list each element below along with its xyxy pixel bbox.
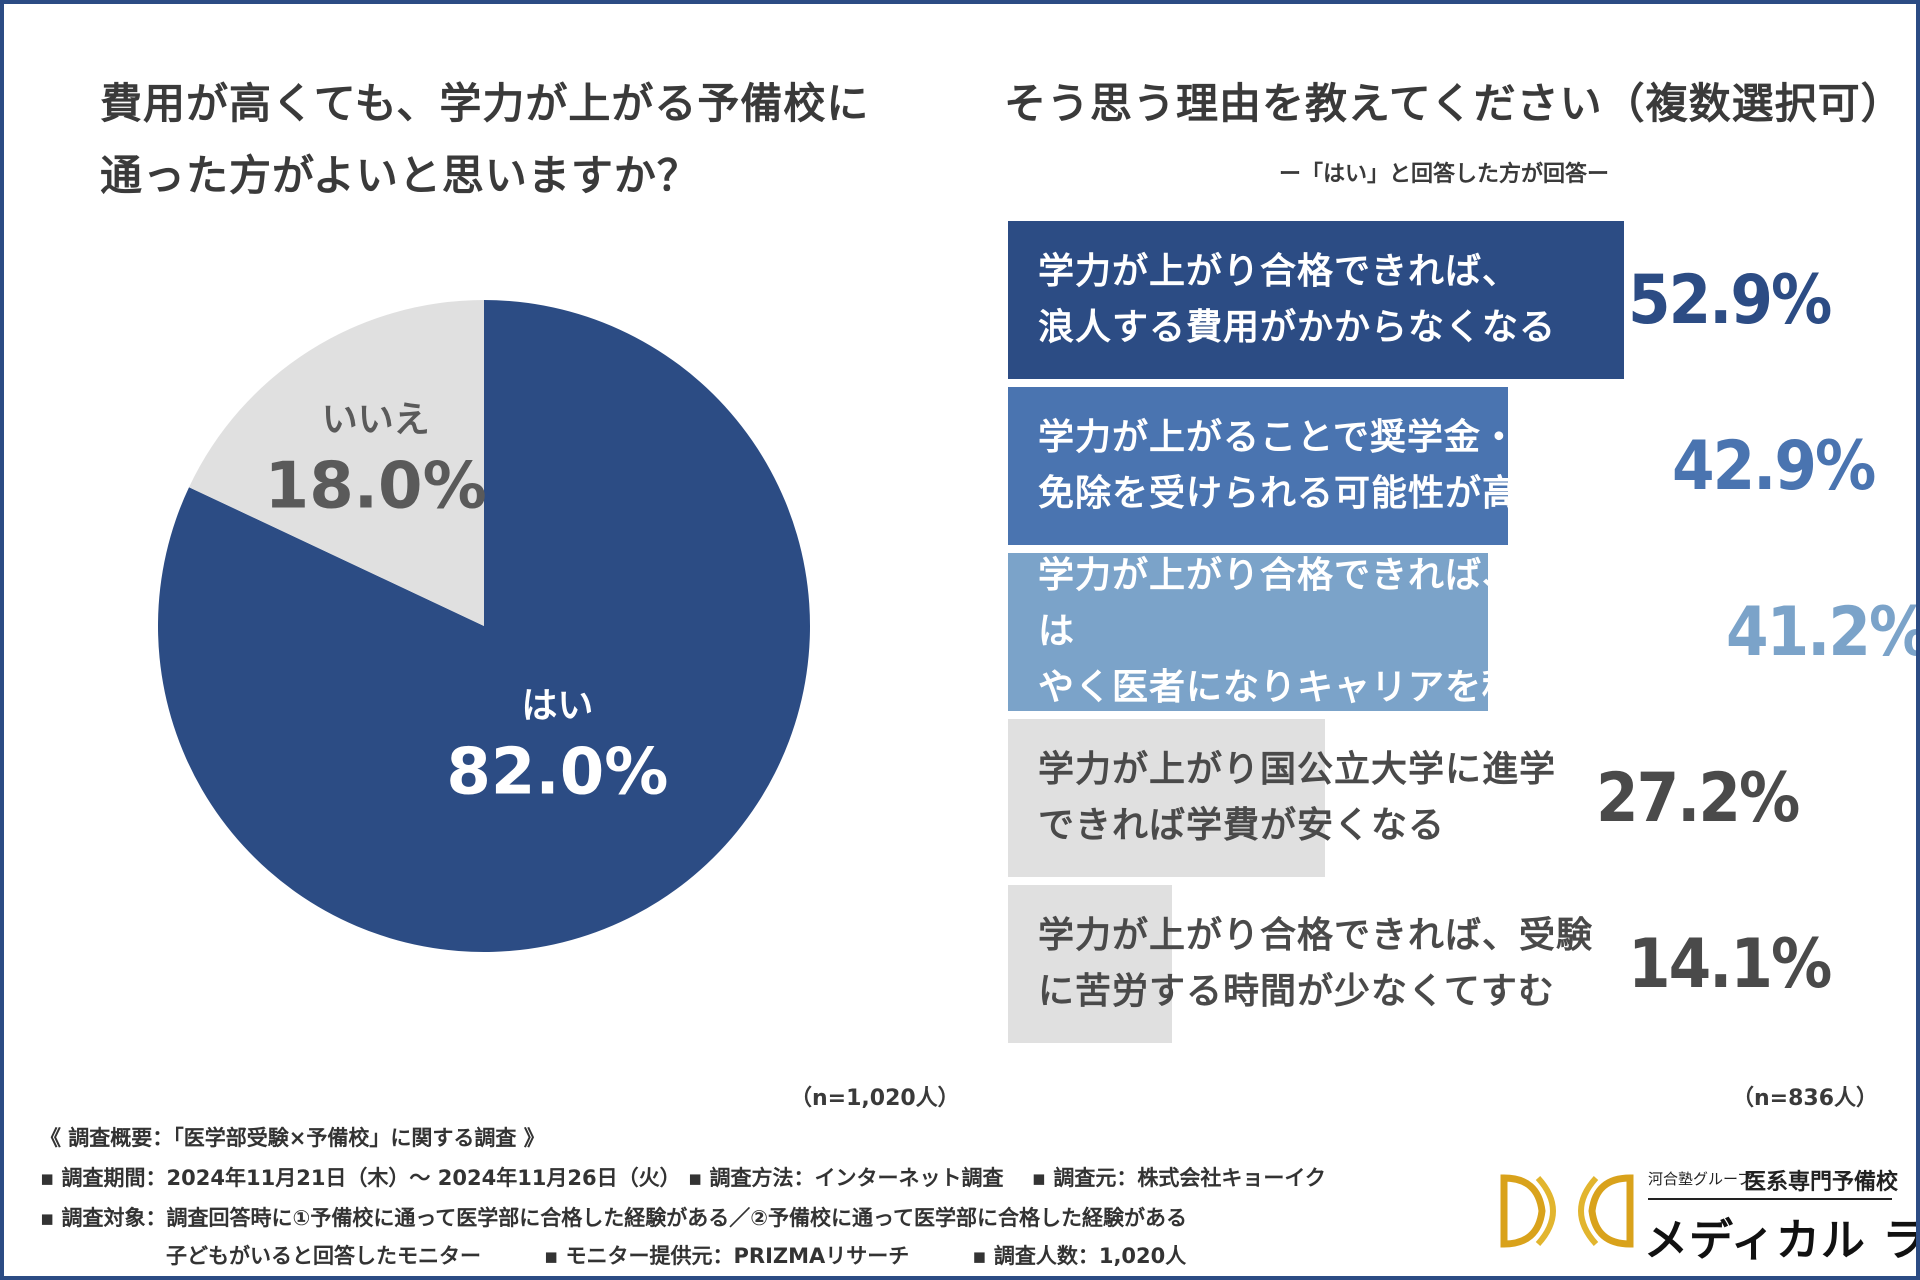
left-question-title: 費用が高くても、学力が上がる予備校に 通った方がよいと思いますか？ xyxy=(100,68,940,212)
left-question-line2: 通った方がよいと思いますか？ xyxy=(100,151,700,200)
bar-row: 学力が上がり国公立大学に進学 できれば学費が安くなる 27.2% xyxy=(1008,719,1908,877)
bar-category-line: できれば学費が安くなる xyxy=(1038,805,1446,846)
bar-category-line: 免除を受けられる可能性が高まる xyxy=(1038,473,1594,514)
pie-percent-label: 18.0% xyxy=(265,449,487,523)
logo-mark-icon xyxy=(1500,1174,1634,1248)
left-question-line1: 費用が高くても、学力が上がる予備校に xyxy=(100,79,870,128)
pie-slice-yes xyxy=(157,300,810,952)
medical-lab-logo: 河合塾グループ 医系専門予備校 メディカル ラボ xyxy=(1494,1162,1916,1266)
logo-brand-name: メディカル ラボ xyxy=(1644,1215,1916,1266)
bar-value-label: 27.2% xyxy=(1596,758,1800,838)
bar-category-line: 学力が上がり合格できれば、 xyxy=(1038,251,1520,292)
bar-category-label: 学力が上がり合格できれば、受験 に苦労する時間が少なくてすむ xyxy=(1038,885,1658,1043)
pie-category-label: いいえ xyxy=(322,399,430,440)
pie-chart: はい 82.0% いいえ 18.0% xyxy=(157,300,810,952)
right-sample-size: （n=836人） xyxy=(1732,1086,1879,1111)
bar-category-line: 学力が上がり国公立大学に進学 xyxy=(1038,749,1557,790)
bar-row: 学力が上がり合格できれば、受験 に苦労する時間が少なくてすむ 14.1% xyxy=(1008,885,1908,1043)
left-sample-size: （n=1,020人） xyxy=(790,1086,960,1111)
survey-monitor-line: 子どもがいると回答したモニター ▪ モニター提供元：PRIZMAリサーチ ▪ 調… xyxy=(40,1244,1187,1268)
logo-divider xyxy=(1648,1198,1892,1200)
bar-category-label: 学力が上がることで奨学金・学費 免除を受けられる可能性が高まる xyxy=(1038,387,1658,545)
bar-category-line: に苦労する時間が少なくてすむ xyxy=(1038,971,1555,1012)
pie-category-label: はい xyxy=(521,686,593,727)
survey-summary-heading: 《 調査概要：「医学部受験×予備校」に関する調査 》 xyxy=(40,1126,545,1150)
bar-category-label: 学力が上がり合格できれば、その分はやく医者になりキャリアを積める xyxy=(1038,553,1658,711)
bar-row: 学力が上がることで奨学金・学費 免除を受けられる可能性が高まる 42.9% xyxy=(1008,387,1908,545)
bar-fill xyxy=(1008,221,1624,379)
bar-category-line: 学力が上がり合格できれば、その分は xyxy=(1038,555,1631,652)
logo-school-type: 医系専門予備校 xyxy=(1744,1169,1899,1195)
bar-category-label: 学力が上がり国公立大学に進学 できれば学費が安くなる xyxy=(1038,719,1658,877)
bar-value-label: 52.9% xyxy=(1628,260,1832,340)
pie-percent-label: 82.0% xyxy=(446,736,668,810)
bar-fill xyxy=(1008,885,1173,1043)
bar-fill xyxy=(1008,553,1488,711)
logo-group-name: 河合塾グループ xyxy=(1648,1170,1753,1188)
bar-category-line: 浪人する費用がかからなくなる xyxy=(1038,307,1557,348)
bar-value-label: 41.2% xyxy=(1726,592,1920,672)
survey-period-line: ▪ 調査期間：2024年11月21日（木）〜 2024年11月26日（火） ▪ … xyxy=(40,1166,1326,1190)
bar-category-line: 学力が上がることで奨学金・学費 xyxy=(1038,417,1592,458)
respondent-note: ー「はい」と回答した方が回答ー xyxy=(1278,162,1609,187)
pie-slice-no xyxy=(189,300,485,626)
survey-target-line: ▪ 調査対象：調査回答時に①予備校に通って医学部に合格した経験がある／②予備校に… xyxy=(40,1206,1187,1230)
bar-category-line: やく医者になりキャリアを積める xyxy=(1038,667,1594,708)
bar-value-label: 14.1% xyxy=(1628,924,1832,1004)
bar-value-label: 42.9% xyxy=(1672,426,1876,506)
bar-fill xyxy=(1008,719,1325,877)
bar-fill xyxy=(1008,387,1508,545)
right-question-title: そう思う理由を教えてください（複数選択可） xyxy=(1004,79,1904,128)
bar-row: 学力が上がり合格できれば、 浪人する費用がかからなくなる 52.9% xyxy=(1008,221,1908,379)
bar-category-label: 学力が上がり合格できれば、 浪人する費用がかからなくなる xyxy=(1038,221,1658,379)
bar-category-line: 学力が上がり合格できれば、受験 xyxy=(1038,915,1594,956)
bar-row: 学力が上がり合格できれば、その分は やく医者になりキャリアを積める 41.2% xyxy=(1008,553,1916,711)
